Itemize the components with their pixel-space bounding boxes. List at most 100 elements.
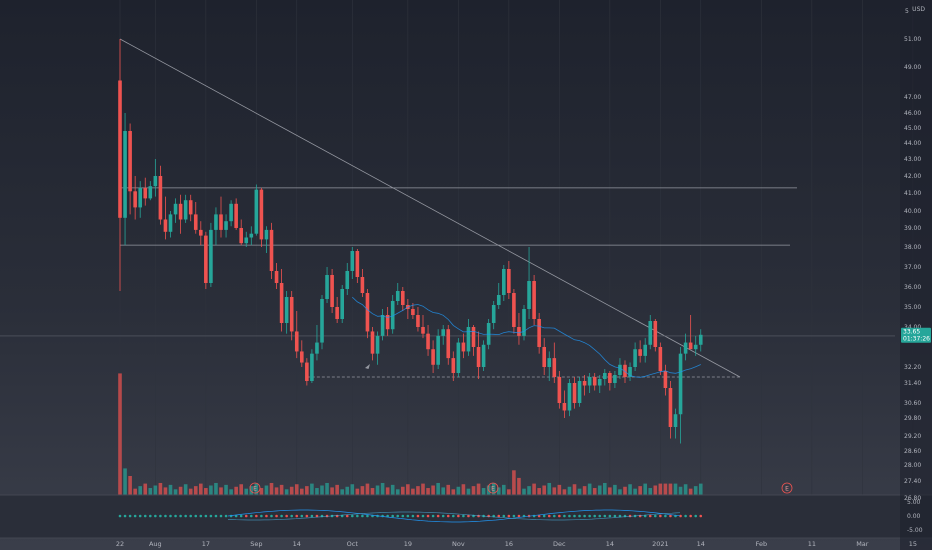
volume-bar bbox=[653, 485, 658, 495]
time-tick-label: 22 bbox=[116, 540, 124, 548]
time-tick-label: 15 bbox=[909, 540, 917, 548]
volume-bar bbox=[269, 482, 274, 495]
squeeze-dot bbox=[250, 514, 253, 518]
price-tick-label: 29.80 bbox=[904, 415, 921, 422]
candle-body bbox=[603, 373, 607, 379]
time-tick-label: 2021 bbox=[652, 540, 669, 548]
volume-bar bbox=[118, 373, 122, 495]
volume-bar bbox=[446, 484, 451, 495]
volume-bar bbox=[567, 486, 572, 495]
volume-bar bbox=[204, 488, 208, 495]
squeeze-dot bbox=[401, 514, 405, 518]
candle-body bbox=[325, 275, 329, 299]
volume-bar bbox=[552, 487, 557, 495]
volume-bar bbox=[628, 484, 632, 495]
price-tick-label: 30.60 bbox=[904, 400, 921, 407]
price-tick-label: 37.00 bbox=[904, 264, 921, 271]
price-tick-label: 51.00 bbox=[904, 36, 921, 43]
squeeze-dot bbox=[446, 514, 450, 518]
volume-bar bbox=[219, 487, 223, 495]
squeeze-dot bbox=[497, 514, 501, 518]
volume-bar bbox=[365, 483, 370, 495]
squeeze-dot bbox=[669, 514, 672, 518]
indicator-tick-label: 5.00 bbox=[907, 499, 921, 506]
squeeze-dot bbox=[285, 514, 288, 518]
candle-body bbox=[214, 214, 218, 230]
candle-body bbox=[345, 271, 350, 289]
candle-body bbox=[592, 377, 597, 386]
moving-average-line bbox=[352, 296, 701, 378]
volume-bar bbox=[512, 470, 516, 495]
candle-body bbox=[683, 342, 688, 354]
volume-bar bbox=[289, 486, 294, 495]
squeeze-dot bbox=[547, 514, 551, 518]
squeeze-dot bbox=[219, 514, 223, 518]
volume-bar bbox=[153, 485, 158, 495]
volume-bar bbox=[623, 486, 627, 495]
candle-body bbox=[264, 229, 269, 240]
squeeze-dot bbox=[436, 514, 440, 518]
candle-body bbox=[633, 349, 637, 367]
candle-body bbox=[688, 342, 693, 350]
volume-bar bbox=[395, 489, 400, 495]
candle-body bbox=[330, 275, 334, 307]
volume-bar bbox=[436, 482, 440, 495]
squeeze-dot bbox=[396, 514, 400, 518]
candle-body bbox=[441, 329, 445, 336]
squeeze-dot bbox=[689, 514, 692, 518]
volume-bar bbox=[542, 485, 546, 495]
squeeze-dot bbox=[598, 514, 602, 518]
volume-bar bbox=[128, 476, 132, 495]
candle-body bbox=[456, 342, 461, 373]
squeeze-dot bbox=[568, 514, 571, 518]
price-tick-label: 49.00 bbox=[904, 64, 921, 71]
candle-body bbox=[572, 383, 577, 403]
currency-label: USD bbox=[912, 6, 925, 13]
volume-bar bbox=[633, 488, 637, 495]
volume-bar bbox=[310, 483, 314, 495]
candle-body bbox=[138, 187, 142, 208]
squeeze-dot bbox=[416, 514, 420, 518]
volume-bar bbox=[259, 488, 264, 495]
candle-body bbox=[315, 342, 319, 354]
volume-bar bbox=[532, 483, 536, 495]
candle-body bbox=[244, 237, 249, 244]
squeeze-dot bbox=[462, 514, 465, 518]
candle-body bbox=[401, 291, 405, 305]
volume-bar bbox=[441, 487, 445, 495]
volume-bar bbox=[537, 488, 541, 495]
squeeze-dot bbox=[426, 514, 430, 518]
volume-bar bbox=[188, 488, 193, 495]
volume-bar bbox=[254, 483, 259, 495]
squeeze-dot bbox=[335, 514, 339, 518]
price-tick-label: 31.40 bbox=[904, 380, 921, 387]
squeeze-dot bbox=[613, 514, 617, 518]
earnings-marker-icon bbox=[249, 482, 261, 494]
volume-bar bbox=[320, 485, 324, 495]
candle-body bbox=[537, 319, 541, 347]
squeeze-dot bbox=[204, 514, 208, 518]
candle-body bbox=[693, 344, 698, 350]
volume-bar bbox=[421, 483, 425, 495]
volume-bar bbox=[431, 485, 435, 495]
volume-bar bbox=[673, 483, 678, 495]
squeeze-dot bbox=[588, 514, 591, 518]
squeeze-dot bbox=[457, 514, 460, 518]
price-tick-label: 47.00 bbox=[904, 94, 921, 101]
squeeze-dot bbox=[345, 514, 349, 518]
candle-body bbox=[300, 351, 304, 363]
time-tick-label: Nov bbox=[452, 540, 465, 548]
squeeze-dot bbox=[133, 514, 137, 518]
candle-body bbox=[496, 295, 501, 305]
volume-bar bbox=[193, 486, 198, 495]
volume-bar bbox=[138, 486, 142, 495]
volume-bar bbox=[411, 488, 415, 495]
price-tick-label: 41.00 bbox=[904, 190, 921, 197]
squeeze-dot bbox=[664, 514, 667, 518]
squeeze-dot bbox=[563, 514, 566, 518]
candle-body bbox=[133, 191, 137, 208]
squeeze-dot bbox=[654, 514, 657, 518]
squeeze-dot bbox=[174, 514, 177, 518]
candle-body bbox=[658, 347, 663, 371]
